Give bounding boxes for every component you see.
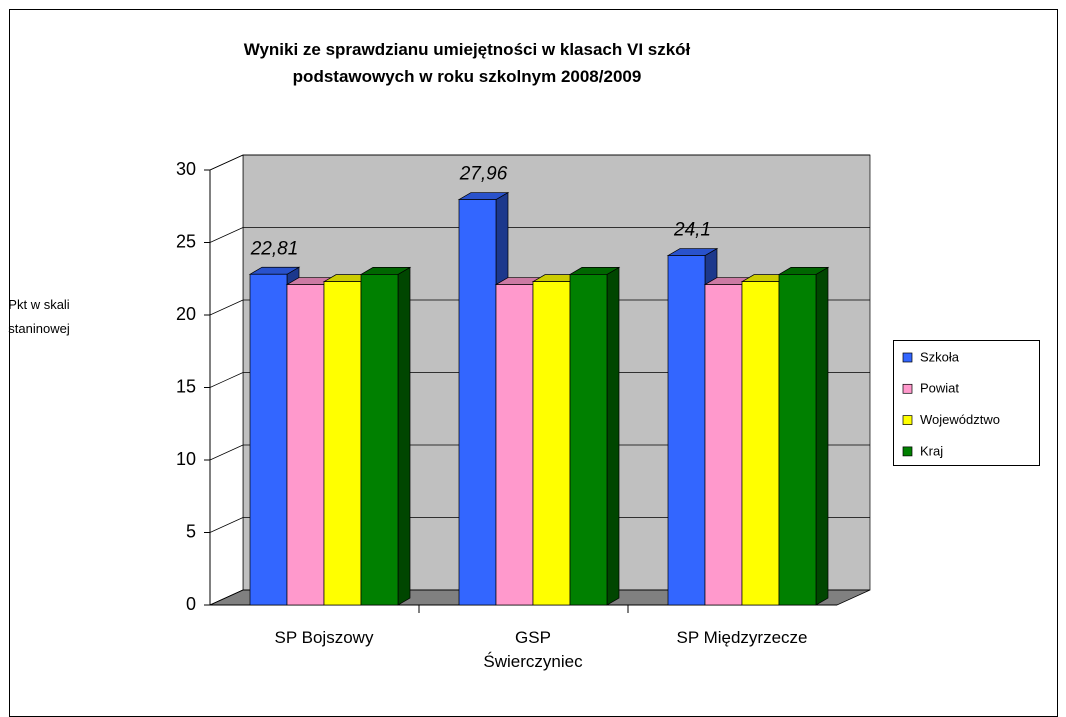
- bar-side: [815, 266, 829, 606]
- bar: [286, 284, 325, 606]
- grid-line: [209, 154, 244, 171]
- legend: [893, 340, 1040, 466]
- grid-line: [209, 372, 244, 388]
- y-tick-label: 0: [186, 594, 196, 614]
- y-tick-label: 20: [176, 304, 196, 324]
- y-tick-label: 10: [176, 449, 196, 469]
- grid-line: [209, 299, 244, 316]
- x-tick-label: SP Bojszowy: [274, 628, 374, 647]
- legend-swatch: [902, 352, 913, 363]
- bar: [741, 281, 780, 606]
- y-tick-label: 25: [176, 231, 196, 251]
- bar: [495, 284, 534, 606]
- bar: [323, 281, 362, 606]
- x-tick-label: GSP Świerczyniec: [483, 628, 583, 671]
- bar: [569, 274, 608, 606]
- bar: [778, 274, 817, 606]
- grid-line: [209, 589, 244, 606]
- y-tick-label: 15: [176, 376, 196, 396]
- bar: [667, 255, 706, 606]
- bar: [249, 273, 288, 606]
- data-label: 22,81: [250, 238, 299, 259]
- y-tick-label: 5: [186, 521, 196, 541]
- legend-swatch: [902, 446, 913, 457]
- y-axis-label: Pkt w skali staninowej: [8, 297, 70, 336]
- legend-swatch: [902, 415, 913, 425]
- bar-side: [397, 266, 411, 606]
- bar: [704, 284, 743, 606]
- chart-title: Wyniki ze sprawdzianu umiejętności w kla…: [243, 40, 691, 86]
- bar: [532, 281, 571, 606]
- legend-label: Województwo: [920, 412, 1000, 427]
- y-tick-label: 30: [176, 159, 196, 179]
- grid-line: [209, 227, 244, 243]
- bar-side: [606, 266, 620, 606]
- data-label: 24,1: [673, 220, 711, 241]
- legend-label: Kraj: [920, 443, 943, 458]
- legend-label: Powiat: [920, 381, 959, 396]
- data-label: 27,96: [459, 164, 508, 185]
- grid-line: [209, 517, 244, 533]
- legend-swatch: [902, 383, 913, 394]
- bar: [458, 199, 497, 606]
- x-tick-label: SP Międzyrzecze: [676, 628, 808, 647]
- legend-label: Szkoła: [920, 349, 960, 364]
- bar: [360, 274, 399, 606]
- grid-line: [209, 444, 244, 461]
